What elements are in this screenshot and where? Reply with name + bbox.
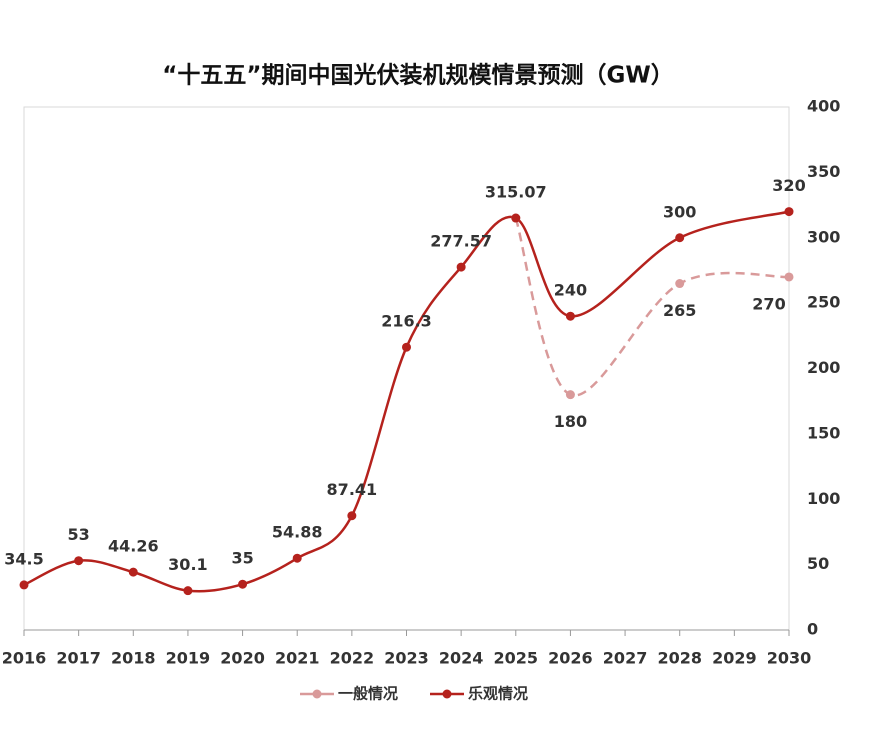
series-line (23, 210, 790, 593)
y-tick-label: 100 (807, 489, 840, 508)
data-point (74, 556, 84, 566)
series-line (514, 217, 790, 397)
x-tick-label: 2021 (275, 649, 320, 668)
data-point (565, 390, 575, 400)
y-tick-label: 50 (807, 554, 829, 573)
data-point (128, 567, 138, 577)
y-tick-label: 300 (807, 227, 840, 246)
data-label: 53 (68, 525, 90, 544)
x-tick-label: 2029 (712, 649, 757, 668)
data-label: 265 (663, 301, 696, 320)
x-tick-label: 2026 (548, 649, 593, 668)
legend-marker (442, 689, 452, 699)
x-tick-label: 2019 (166, 649, 211, 668)
data-label: 270 (752, 294, 785, 313)
chart-title: “十五五”期间中国光伏装机规模情景预测（GW） (162, 62, 673, 89)
x-tick-label: 2024 (439, 649, 484, 668)
data-point (675, 279, 685, 289)
data-label: 35 (231, 549, 253, 568)
legend-marker (312, 689, 322, 699)
y-tick-label: 150 (807, 423, 840, 442)
data-label: 87.41 (327, 480, 378, 499)
data-point (784, 272, 794, 282)
y-tick-label: 350 (807, 162, 840, 181)
data-label: 180 (554, 412, 587, 431)
data-label: 240 (554, 281, 587, 300)
legend-label: 一般情况 (338, 685, 398, 703)
x-tick-label: 2016 (2, 649, 47, 668)
x-tick-label: 2022 (330, 649, 375, 668)
x-tick-label: 2018 (111, 649, 156, 668)
legend-label: 乐观情况 (468, 685, 528, 703)
data-label: 44.26 (108, 537, 159, 556)
data-point (402, 342, 411, 352)
data-point (565, 311, 575, 321)
x-tick-label: 2020 (220, 649, 265, 668)
data-point (292, 553, 302, 563)
data-label: 320 (772, 176, 805, 195)
x-tick-label: 2027 (603, 649, 648, 668)
data-label: 216.3 (381, 312, 432, 331)
y-tick-label: 400 (807, 97, 840, 116)
data-label: 54.88 (272, 523, 323, 542)
data-point (675, 233, 685, 243)
data-point (347, 511, 357, 521)
data-label: 34.5 (4, 549, 43, 568)
data-point (784, 207, 794, 217)
data-point (238, 579, 248, 589)
data-point (456, 262, 466, 272)
y-tick-label: 200 (807, 358, 840, 377)
data-point (19, 580, 29, 590)
x-tick-label: 2025 (494, 649, 539, 668)
x-tick-label: 2028 (657, 649, 702, 668)
data-label: 277.57 (430, 232, 492, 251)
data-label: 30.1 (168, 555, 207, 574)
x-tick-label: 2030 (767, 649, 812, 668)
x-tick-label: 2017 (56, 649, 101, 668)
y-tick-label: 250 (807, 293, 840, 312)
data-label: 315.07 (485, 183, 547, 202)
x-tick-label: 2023 (384, 649, 429, 668)
data-point (183, 586, 193, 596)
data-label: 300 (663, 202, 696, 221)
y-tick-label: 0 (807, 620, 818, 639)
data-point (511, 213, 521, 223)
